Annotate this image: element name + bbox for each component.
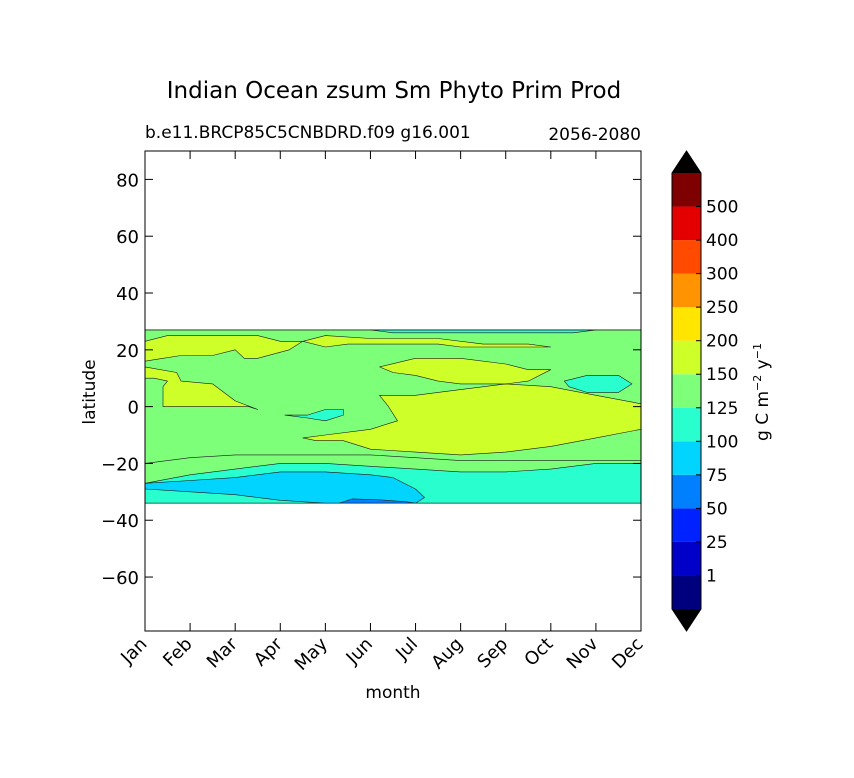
colorbar: [671, 150, 702, 632]
contour-region-150-200: [302, 335, 552, 348]
colorbar-level-label: 400: [706, 231, 738, 251]
x-tick-label: Apr: [250, 633, 287, 670]
colorbar-extend-min: [672, 609, 701, 631]
y-tick-label: 40: [116, 284, 139, 305]
contour-region-150-200: [144, 335, 304, 362]
colorbar-segment: [672, 206, 701, 241]
contour-region-75-100: [144, 471, 425, 504]
x-tick-label: Jun: [342, 634, 377, 669]
colorbar-level-label: 300: [706, 265, 738, 285]
axis-ticks: [144, 151, 642, 631]
y-tick-label: −60: [101, 568, 139, 589]
colorbar-segment: [672, 340, 701, 375]
contour-region-100-125: [563, 375, 633, 393]
contour-region-100-125: [284, 409, 344, 422]
contour-region-150-200: [302, 383, 642, 456]
x-tick-label: Sep: [473, 634, 512, 673]
contour-region-150-200: [379, 357, 552, 385]
colorbar-level-label: 500: [706, 198, 738, 218]
colorbar-level-label: 125: [706, 399, 738, 419]
plot-area: [144, 150, 642, 632]
colorbar-segment: [672, 508, 701, 542]
x-tick-label: Nov: [563, 633, 603, 673]
x-tick-label: Jul: [391, 634, 422, 665]
y-axis-label: latitude: [80, 359, 100, 424]
colorbar-segment: [672, 541, 701, 576]
colorbar-segment: [672, 240, 701, 274]
y-tick-label: −40: [101, 511, 139, 532]
chart-title: Indian Ocean zsum Sm Phyto Prim Prod: [167, 78, 621, 104]
colorbar-segment: [672, 173, 701, 207]
colorbar-segment: [672, 407, 701, 442]
contour-region-100-125: [370, 329, 597, 334]
x-tick-label: Dec: [608, 634, 647, 673]
x-tick-label: Feb: [159, 634, 196, 671]
colorbar-label-mid: y: [753, 359, 773, 374]
x-tick-labels: Jan Feb Mar Apr May Jun Jul Aug Sep Oct Nov Dec: [116, 633, 647, 675]
colorbar-label: g C m−2 y−1: [751, 343, 773, 441]
colorbar-label-main: g C m: [753, 391, 773, 441]
colorbar-level-label: 150: [706, 365, 738, 385]
x-tick-label: Jan: [116, 634, 151, 669]
colorbar-level-label: 250: [706, 298, 738, 318]
colorbar-segment: [672, 307, 701, 341]
y-tick-label: 80: [116, 170, 139, 191]
chart-subtitle-left: b.e11.BRCP85C5CNBDRD.f09 g16.001: [145, 123, 471, 143]
colorbar-level-label: 75: [706, 466, 728, 486]
colorbar-level-label: 25: [706, 533, 728, 553]
colorbar-segment: [672, 374, 701, 408]
colorbar-level-label: 1: [706, 566, 717, 586]
colorbar-level-label: 200: [706, 332, 738, 352]
colorbar-level-label: 100: [706, 432, 738, 452]
colorbar-extend-max: [672, 151, 701, 173]
colorbar-segment: [672, 474, 701, 509]
chart-subtitle-right: 2056-2080: [548, 125, 641, 145]
contour-regions: [144, 329, 642, 504]
colorbar-label-exp1: −2: [751, 375, 764, 391]
contour-region-150-200: [144, 366, 259, 410]
colorbar-segment: [672, 273, 701, 308]
colorbar-outline: [671, 150, 702, 632]
colorbar-segment: [672, 575, 701, 609]
colorbar-segment: [672, 441, 701, 475]
y-tick-label: 0: [128, 398, 139, 419]
y-tick-label: 20: [116, 341, 139, 362]
plot-frame: [144, 150, 642, 632]
y-tick-labels: 80 60 40 20 0 −20 −40 −60: [101, 170, 139, 589]
x-tick-label: May: [291, 633, 332, 674]
colorbar-level-label: 50: [706, 499, 728, 519]
x-tick-label: Oct: [520, 634, 557, 671]
y-tick-label: 60: [116, 227, 139, 248]
x-axis-label: month: [365, 683, 420, 703]
colorbar-label-exp2: −1: [751, 343, 764, 359]
y-tick-label: −20: [101, 454, 139, 475]
x-tick-label: Aug: [427, 634, 467, 674]
x-tick-label: Mar: [203, 633, 242, 672]
